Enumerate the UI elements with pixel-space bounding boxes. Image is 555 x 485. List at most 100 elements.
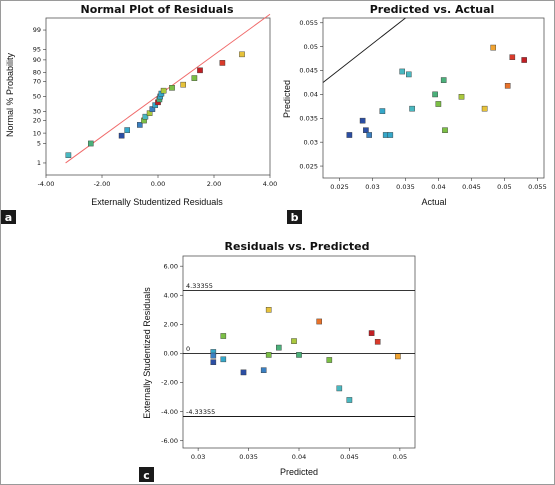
panel-b-point xyxy=(504,82,511,89)
panel-b-y-tick-label: 0.04 xyxy=(304,91,318,99)
panel-b-point xyxy=(366,132,373,138)
panel-b-x-tick-label: 0.04 xyxy=(431,183,445,191)
panel-c-limit-label: -4.33355 xyxy=(186,408,215,416)
panel-b-points xyxy=(346,44,527,138)
panel-b-title: Predicted vs. Actual xyxy=(370,3,495,16)
panel-c-point xyxy=(265,307,272,313)
panel-a-point xyxy=(169,84,175,91)
panel-c-limit-label: 0 xyxy=(186,345,190,353)
panel-b-point xyxy=(406,71,412,78)
panel-c-y-tick-label: -6.00 xyxy=(161,437,178,445)
panel-c-point xyxy=(346,397,353,403)
panel-c: Residuals vs. Predicted 0.03 0.035 0.04 0.0… xyxy=(139,240,416,482)
panel-a-y-tick-label: 95 xyxy=(33,46,41,54)
panel-a-y-tick-label: 10 xyxy=(33,129,41,137)
panel-b-point xyxy=(399,68,406,75)
panel-a-points xyxy=(65,51,245,159)
panel-c-point xyxy=(240,369,247,376)
panel-a-point xyxy=(124,127,130,133)
panel-c-badge-label: c xyxy=(143,469,150,482)
panel-a-badge-label: a xyxy=(5,211,12,224)
panel-b-y-tick-label: 0.05 xyxy=(304,43,318,51)
panel-a-point xyxy=(87,140,94,147)
panel-c-point xyxy=(291,338,297,344)
panel-c-y-tick-label: 6.00 xyxy=(164,262,178,270)
panel-a-title: Normal Plot of Residuals xyxy=(80,3,233,16)
panel-b-y-tick-label: 0.03 xyxy=(304,138,318,146)
panel-a-point xyxy=(146,110,153,116)
panel-c-limit-lines: 4.33355 0 -4.33355 xyxy=(183,282,415,417)
panel-c-title: Residuals vs. Predicted xyxy=(225,240,370,253)
panel-b-point xyxy=(458,93,465,100)
panel-c-x-ticks: 0.03 0.035 0.04 0.045 0.05 xyxy=(191,448,407,461)
panel-b-plot-area xyxy=(322,17,545,179)
panel-a-point xyxy=(219,60,226,66)
panel-b-y-label: Predicted xyxy=(282,80,292,118)
panel-a-point xyxy=(197,67,203,74)
panel-b-x-ticks: 0.025 0.03 0.035 0.04 0.045 0.05 0.055 xyxy=(330,178,547,191)
panel-c-point xyxy=(260,367,267,374)
panel-a-y-tick-label: 90 xyxy=(33,56,41,64)
panel-a-point xyxy=(160,87,167,94)
panel-c-x-tick-label: 0.03 xyxy=(191,453,205,461)
panel-c-y-tick-label: -2.00 xyxy=(161,379,178,387)
panel-b-y-tick-label: 0.045 xyxy=(299,67,318,75)
panel-a-y-tick-label: 30 xyxy=(33,108,41,116)
panel-a-y-tick-label: 5 xyxy=(37,140,41,148)
panel-b-reference-line xyxy=(322,17,406,83)
panel-c-point xyxy=(336,385,343,392)
panel-b-point xyxy=(435,101,442,107)
panel-a-badge xyxy=(1,210,16,224)
panel-b-point xyxy=(521,57,527,63)
panel-c-point xyxy=(326,357,333,363)
panel-a-point xyxy=(118,132,125,139)
panel-a-y-tick-label: 99 xyxy=(33,26,41,34)
panel-c-point xyxy=(220,356,227,363)
panel-b-y-tick-label: 0.055 xyxy=(299,19,318,27)
panel-a-x-tick-label: 0.00 xyxy=(151,180,165,188)
panel-a-point xyxy=(142,113,149,120)
panel-c-point xyxy=(374,339,381,345)
panel-a-x-label: Externally Studentized Residuals xyxy=(91,197,223,207)
panel-c-x-tick-label: 0.04 xyxy=(292,453,306,461)
panel-c-x-tick-label: 0.035 xyxy=(239,453,258,461)
panel-a-y-tick-label: 70 xyxy=(33,78,41,86)
panel-b-point xyxy=(481,105,488,112)
panel-c-point xyxy=(296,352,302,358)
panel-b-y-tick-label: 0.025 xyxy=(299,162,318,170)
panel-a-point xyxy=(65,152,72,159)
panel-c-plot-area xyxy=(182,255,416,449)
panel-c-y-ticks: -6.00 -4.00 -2.00 0.00 2.00 4.00 6.00 xyxy=(161,262,183,445)
panel-b-point xyxy=(409,105,415,112)
panel-a-x-tick-label: 2.00 xyxy=(207,180,221,188)
panel-b-x-tick-label: 0.035 xyxy=(396,183,415,191)
panel-b-point xyxy=(490,44,497,51)
panel-c-limit-label: 4.33355 xyxy=(186,282,213,290)
panel-c-point xyxy=(210,359,217,366)
panel-c-x-label: Predicted xyxy=(280,467,318,477)
panel-a-y-tick-label: 20 xyxy=(33,117,41,125)
panel-b-y-ticks: 0.025 0.03 0.035 0.04 0.045 0.05 0.055 xyxy=(299,19,323,170)
panel-b-x-tick-label: 0.045 xyxy=(462,183,481,191)
panel-a-y-tick-label: 80 xyxy=(33,69,41,77)
panel-b-point xyxy=(509,54,516,60)
panel-c-y-tick-label: 4.00 xyxy=(164,291,178,299)
panel-c-y-tick-label: -4.00 xyxy=(161,408,178,416)
panel-c-x-tick-label: 0.045 xyxy=(340,453,359,461)
panel-b-x-tick-label: 0.05 xyxy=(497,183,511,191)
panel-c-points xyxy=(210,307,401,403)
panel-c-point xyxy=(368,330,375,336)
panel-b-x-tick-label: 0.03 xyxy=(365,183,379,191)
panel-b-point xyxy=(440,77,447,83)
panel-b-x-tick-label: 0.025 xyxy=(330,183,349,191)
panel-c-point xyxy=(210,352,217,359)
panel-c-badge xyxy=(139,467,154,482)
panel-c-point xyxy=(316,318,323,325)
panel-a-y-tick-label: 50 xyxy=(33,93,41,101)
panel-c-x-tick-label: 0.05 xyxy=(393,453,407,461)
panel-a-x-ticks: -4.00 -2.00 0.00 2.00 4.00 xyxy=(38,175,277,188)
panel-a-point xyxy=(191,75,198,81)
panel-b-badge xyxy=(287,210,302,224)
